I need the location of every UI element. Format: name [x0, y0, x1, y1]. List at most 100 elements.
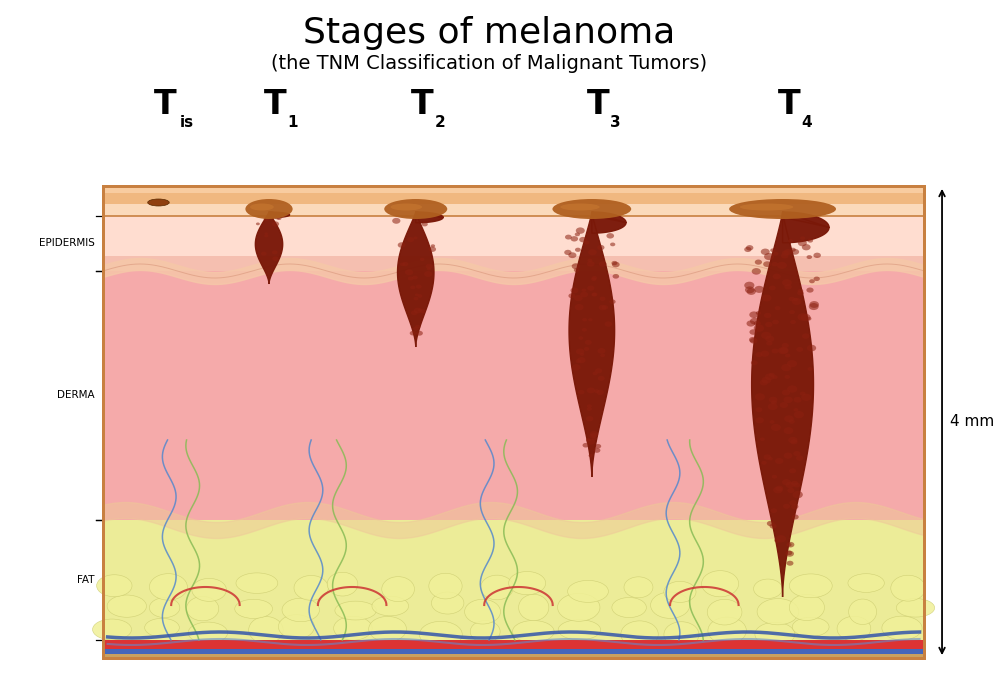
- Ellipse shape: [586, 439, 595, 445]
- Ellipse shape: [576, 227, 585, 234]
- Ellipse shape: [424, 271, 432, 277]
- Ellipse shape: [278, 614, 314, 639]
- Ellipse shape: [587, 404, 592, 408]
- Polygon shape: [398, 212, 443, 347]
- Ellipse shape: [594, 389, 599, 393]
- Ellipse shape: [766, 341, 773, 345]
- Ellipse shape: [595, 368, 602, 373]
- Ellipse shape: [781, 253, 789, 258]
- Ellipse shape: [754, 321, 761, 326]
- Ellipse shape: [571, 236, 578, 241]
- Ellipse shape: [575, 247, 581, 252]
- Ellipse shape: [802, 244, 811, 250]
- Ellipse shape: [416, 331, 423, 336]
- Bar: [103, 640, 924, 649]
- Ellipse shape: [837, 617, 871, 641]
- Ellipse shape: [581, 289, 586, 292]
- Ellipse shape: [589, 433, 596, 438]
- Ellipse shape: [781, 364, 791, 371]
- Ellipse shape: [760, 379, 768, 385]
- Ellipse shape: [745, 287, 755, 293]
- Ellipse shape: [420, 258, 425, 261]
- Text: (the TNM Classification of Malignant Tumors): (the TNM Classification of Malignant Tum…: [271, 54, 707, 73]
- Ellipse shape: [591, 433, 598, 437]
- Ellipse shape: [891, 575, 925, 601]
- Ellipse shape: [664, 581, 696, 602]
- Bar: [103, 186, 924, 658]
- Ellipse shape: [793, 451, 801, 456]
- Ellipse shape: [261, 251, 267, 256]
- Text: T: T: [264, 88, 287, 121]
- Ellipse shape: [274, 215, 281, 220]
- Ellipse shape: [93, 619, 132, 640]
- Ellipse shape: [749, 312, 759, 318]
- Ellipse shape: [755, 407, 762, 412]
- Ellipse shape: [602, 305, 608, 310]
- Ellipse shape: [282, 598, 319, 622]
- Ellipse shape: [751, 360, 758, 365]
- Ellipse shape: [589, 454, 593, 457]
- Ellipse shape: [188, 622, 228, 644]
- Ellipse shape: [264, 235, 268, 237]
- Text: T: T: [411, 88, 433, 121]
- Ellipse shape: [624, 577, 653, 598]
- Ellipse shape: [771, 424, 781, 431]
- Ellipse shape: [412, 276, 418, 280]
- Text: 1: 1: [288, 115, 298, 130]
- Ellipse shape: [807, 255, 812, 259]
- Ellipse shape: [746, 320, 755, 327]
- Ellipse shape: [560, 203, 600, 210]
- Ellipse shape: [407, 237, 414, 242]
- Ellipse shape: [809, 303, 819, 310]
- Ellipse shape: [882, 616, 922, 640]
- Ellipse shape: [760, 351, 769, 357]
- Ellipse shape: [605, 321, 612, 327]
- Ellipse shape: [606, 233, 614, 239]
- Ellipse shape: [702, 571, 739, 597]
- Ellipse shape: [798, 240, 807, 246]
- Ellipse shape: [235, 599, 273, 619]
- Ellipse shape: [764, 253, 774, 260]
- Ellipse shape: [272, 256, 279, 261]
- Ellipse shape: [600, 354, 605, 357]
- Ellipse shape: [426, 264, 433, 269]
- Ellipse shape: [790, 247, 796, 251]
- Ellipse shape: [413, 327, 419, 331]
- Ellipse shape: [807, 367, 813, 371]
- Ellipse shape: [798, 289, 803, 293]
- Ellipse shape: [575, 233, 580, 237]
- Ellipse shape: [145, 619, 179, 637]
- Ellipse shape: [586, 438, 590, 441]
- Ellipse shape: [413, 237, 418, 239]
- Ellipse shape: [97, 575, 132, 597]
- Ellipse shape: [465, 600, 501, 624]
- Ellipse shape: [806, 287, 814, 293]
- Ellipse shape: [597, 348, 605, 354]
- Ellipse shape: [591, 276, 597, 280]
- Ellipse shape: [807, 345, 816, 352]
- Ellipse shape: [785, 354, 790, 358]
- Ellipse shape: [754, 324, 764, 332]
- Ellipse shape: [790, 320, 796, 324]
- Ellipse shape: [792, 491, 803, 498]
- Ellipse shape: [754, 286, 764, 293]
- Ellipse shape: [787, 360, 797, 367]
- Bar: [103, 520, 924, 640]
- Text: is: is: [180, 115, 194, 130]
- Ellipse shape: [264, 217, 269, 221]
- Ellipse shape: [773, 251, 778, 256]
- Ellipse shape: [481, 575, 513, 600]
- Ellipse shape: [427, 267, 431, 270]
- Ellipse shape: [418, 308, 422, 312]
- Ellipse shape: [149, 574, 187, 600]
- Ellipse shape: [249, 617, 283, 644]
- Ellipse shape: [760, 437, 765, 441]
- Ellipse shape: [591, 437, 597, 440]
- Ellipse shape: [796, 347, 803, 352]
- Ellipse shape: [784, 284, 792, 289]
- Ellipse shape: [592, 372, 598, 375]
- Ellipse shape: [782, 389, 790, 395]
- Ellipse shape: [789, 574, 832, 598]
- Bar: [103, 204, 924, 216]
- Ellipse shape: [416, 285, 422, 289]
